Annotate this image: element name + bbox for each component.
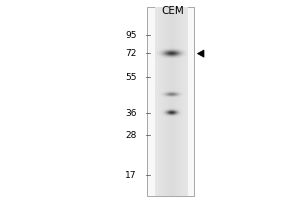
Polygon shape xyxy=(197,50,204,57)
Bar xyxy=(154,8,188,195)
Text: 55: 55 xyxy=(125,72,136,82)
Text: 36: 36 xyxy=(125,108,136,117)
Text: 28: 28 xyxy=(125,130,136,140)
Text: 17: 17 xyxy=(125,170,136,180)
Text: 95: 95 xyxy=(125,30,136,40)
Text: CEM: CEM xyxy=(161,6,184,16)
Bar xyxy=(147,7,194,196)
Text: 72: 72 xyxy=(125,48,136,58)
